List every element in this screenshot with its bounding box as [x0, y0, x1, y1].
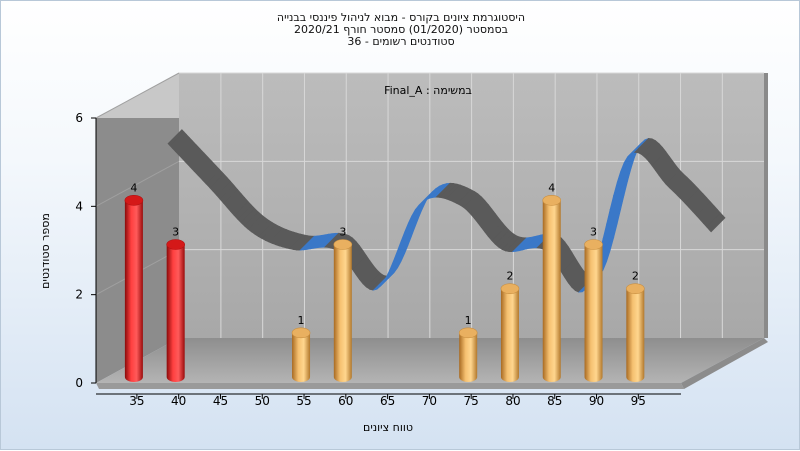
- bar-value-label: 3: [172, 226, 179, 239]
- bar-cap: [291, 327, 311, 339]
- bar-cap: [458, 327, 478, 339]
- bar-value-label: 1: [298, 314, 305, 327]
- x-axis-title: טווח ציונים: [363, 421, 413, 434]
- bar-cap: [584, 239, 603, 250]
- y-tick-label: 2: [75, 288, 83, 302]
- x-tick-label: 95: [631, 394, 646, 408]
- y-axis-ticks: 0 2 4 6: [75, 111, 96, 390]
- bar-body: [124, 200, 143, 382]
- x-tick-label: 75: [464, 394, 479, 408]
- bar-body: [626, 288, 645, 383]
- y-tick-label: 6: [75, 111, 83, 125]
- chart-title-line-3: סטודנטים רשומים - 36: [347, 35, 455, 48]
- bar-cap: [124, 195, 144, 206]
- bar-body: [333, 244, 352, 383]
- floor: [96, 338, 764, 383]
- bar-value-label: 2: [632, 270, 639, 283]
- y-axis-title: מספר סטודנטים: [39, 213, 52, 289]
- x-tick-label: 50: [255, 394, 270, 408]
- bar-value-label: 4: [548, 181, 555, 194]
- x-tick-label: 90: [589, 394, 604, 408]
- bar-cap: [500, 283, 520, 294]
- bar: 4: [124, 181, 144, 382]
- x-tick-label: 40: [171, 394, 186, 408]
- x-tick-label: 45: [213, 394, 228, 408]
- floor-right-edge: [681, 338, 768, 389]
- chart-title-block: היסטוגרמת ציונים בקורס - מבוא לניהול פינ…: [1, 12, 800, 48]
- chart-annotation: במשימה : Final_A: [384, 84, 472, 97]
- bar: 2: [500, 270, 520, 383]
- x-axis-ticks: 35 40 45 50 55 60 65 70 75 80 85 90 95: [129, 394, 646, 408]
- chart-title-line-2: בסמסטר (01/2020) סמסטר חורף 2020/21: [294, 23, 508, 36]
- x-tick-label: 70: [422, 394, 437, 408]
- y-tick-label: 0: [75, 376, 83, 390]
- bar-body: [459, 332, 478, 383]
- bar-value-label: 4: [130, 181, 137, 194]
- bar-value-label: 3: [590, 226, 597, 239]
- x-tick-label: 85: [547, 394, 562, 408]
- bar-cap: [626, 283, 645, 294]
- x-tick-label: 60: [338, 394, 353, 408]
- bar-cap: [542, 195, 562, 206]
- bar: 4: [542, 181, 562, 383]
- x-tick-label: 65: [380, 394, 395, 408]
- bar-body: [500, 288, 519, 383]
- bar-cap: [166, 239, 185, 250]
- bar-body: [542, 200, 561, 383]
- x-tick-label: 80: [505, 394, 520, 408]
- bar-value-label: 2: [506, 270, 513, 283]
- x-tick-label: 55: [296, 394, 311, 408]
- bar-value-label: 1: [465, 314, 472, 327]
- x-tick-label: 35: [129, 394, 144, 408]
- bar: 3: [166, 226, 185, 383]
- bar: 3: [333, 226, 353, 383]
- bar-body: [584, 244, 603, 383]
- gridline-y-side: [95, 72, 180, 119]
- y-tick-label: 4: [75, 199, 83, 213]
- back-wall-right-edge: [764, 73, 768, 338]
- bar-value-label: 3: [339, 226, 346, 239]
- bar-body: [292, 332, 311, 383]
- chart-title-line-1: היסטוגרמת ציונים בקורס - מבוא לניהול פינ…: [276, 11, 526, 24]
- bar: 1: [291, 314, 311, 383]
- bar: 2: [626, 270, 645, 383]
- floor-front-edge: [96, 383, 684, 389]
- bars: 4 3 1 3 1 2 4 3 2: [124, 181, 645, 383]
- bar: 1: [458, 314, 478, 383]
- bar-cap: [333, 239, 353, 250]
- bar-body: [166, 244, 185, 383]
- trend-ribbon-segment-falling: [708, 215, 726, 233]
- gridline-y-side: [95, 160, 180, 207]
- bar: 3: [584, 226, 603, 383]
